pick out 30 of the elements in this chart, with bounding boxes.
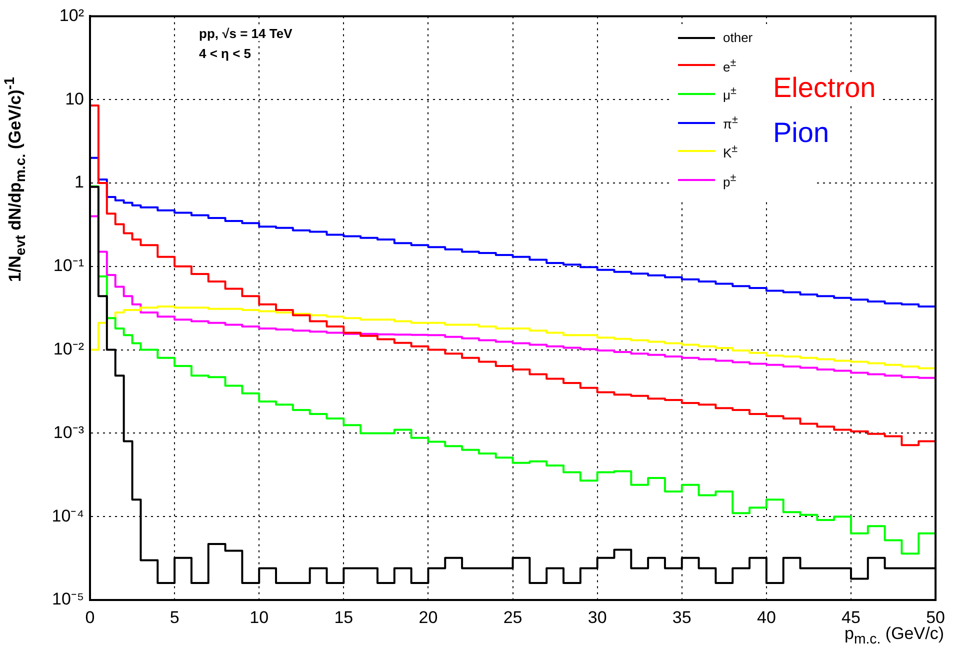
x-tick-label: 10 — [250, 608, 269, 627]
legend-label: K$^{±}$ — [723, 142, 738, 162]
y-tick-label: 10⁻⁴ — [52, 506, 84, 526]
y-tick-label: 10⁻¹ — [53, 256, 84, 276]
legend-label: other — [723, 29, 753, 47]
legend-label: μ$^{±}$ — [723, 84, 736, 105]
x-tick-label: 20 — [418, 608, 438, 627]
x-axis-title: p$_{m.c.}$ (GeV/c) — [844, 624, 944, 648]
y-tick-label: 10⁻⁵ — [52, 590, 84, 609]
x-tick-label: 40 — [756, 608, 776, 627]
legend-label: π$^{±}$ — [723, 113, 738, 134]
x-tick-label: 45 — [842, 608, 860, 627]
y-tick-label: 10² — [59, 6, 84, 25]
x-tick-label: 5 — [170, 608, 180, 627]
annotation: 4 < η < 5 — [196, 46, 254, 61]
legend-label: p$^{±}$ — [723, 170, 736, 192]
y-tick-label: 10⁻² — [53, 339, 84, 358]
x-tick-label: 50 — [926, 608, 946, 627]
y-tick-label: 1 — [74, 172, 84, 192]
y-tick-label: 10 — [65, 89, 84, 108]
x-tick-label: 25 — [503, 608, 522, 627]
x-tick-label: 15 — [334, 608, 354, 627]
annotation: Electron — [770, 72, 879, 104]
y-tick-label: 10⁻³ — [53, 422, 84, 442]
x-tick-label: 0 — [85, 608, 95, 627]
legend-label: e$^{±}$ — [723, 56, 736, 76]
annotation: pp, √s = 14 TeV — [196, 26, 296, 41]
annotation: Pion — [770, 117, 832, 149]
x-tick-label: 30 — [588, 608, 607, 627]
x-tick-label: 35 — [672, 608, 692, 627]
